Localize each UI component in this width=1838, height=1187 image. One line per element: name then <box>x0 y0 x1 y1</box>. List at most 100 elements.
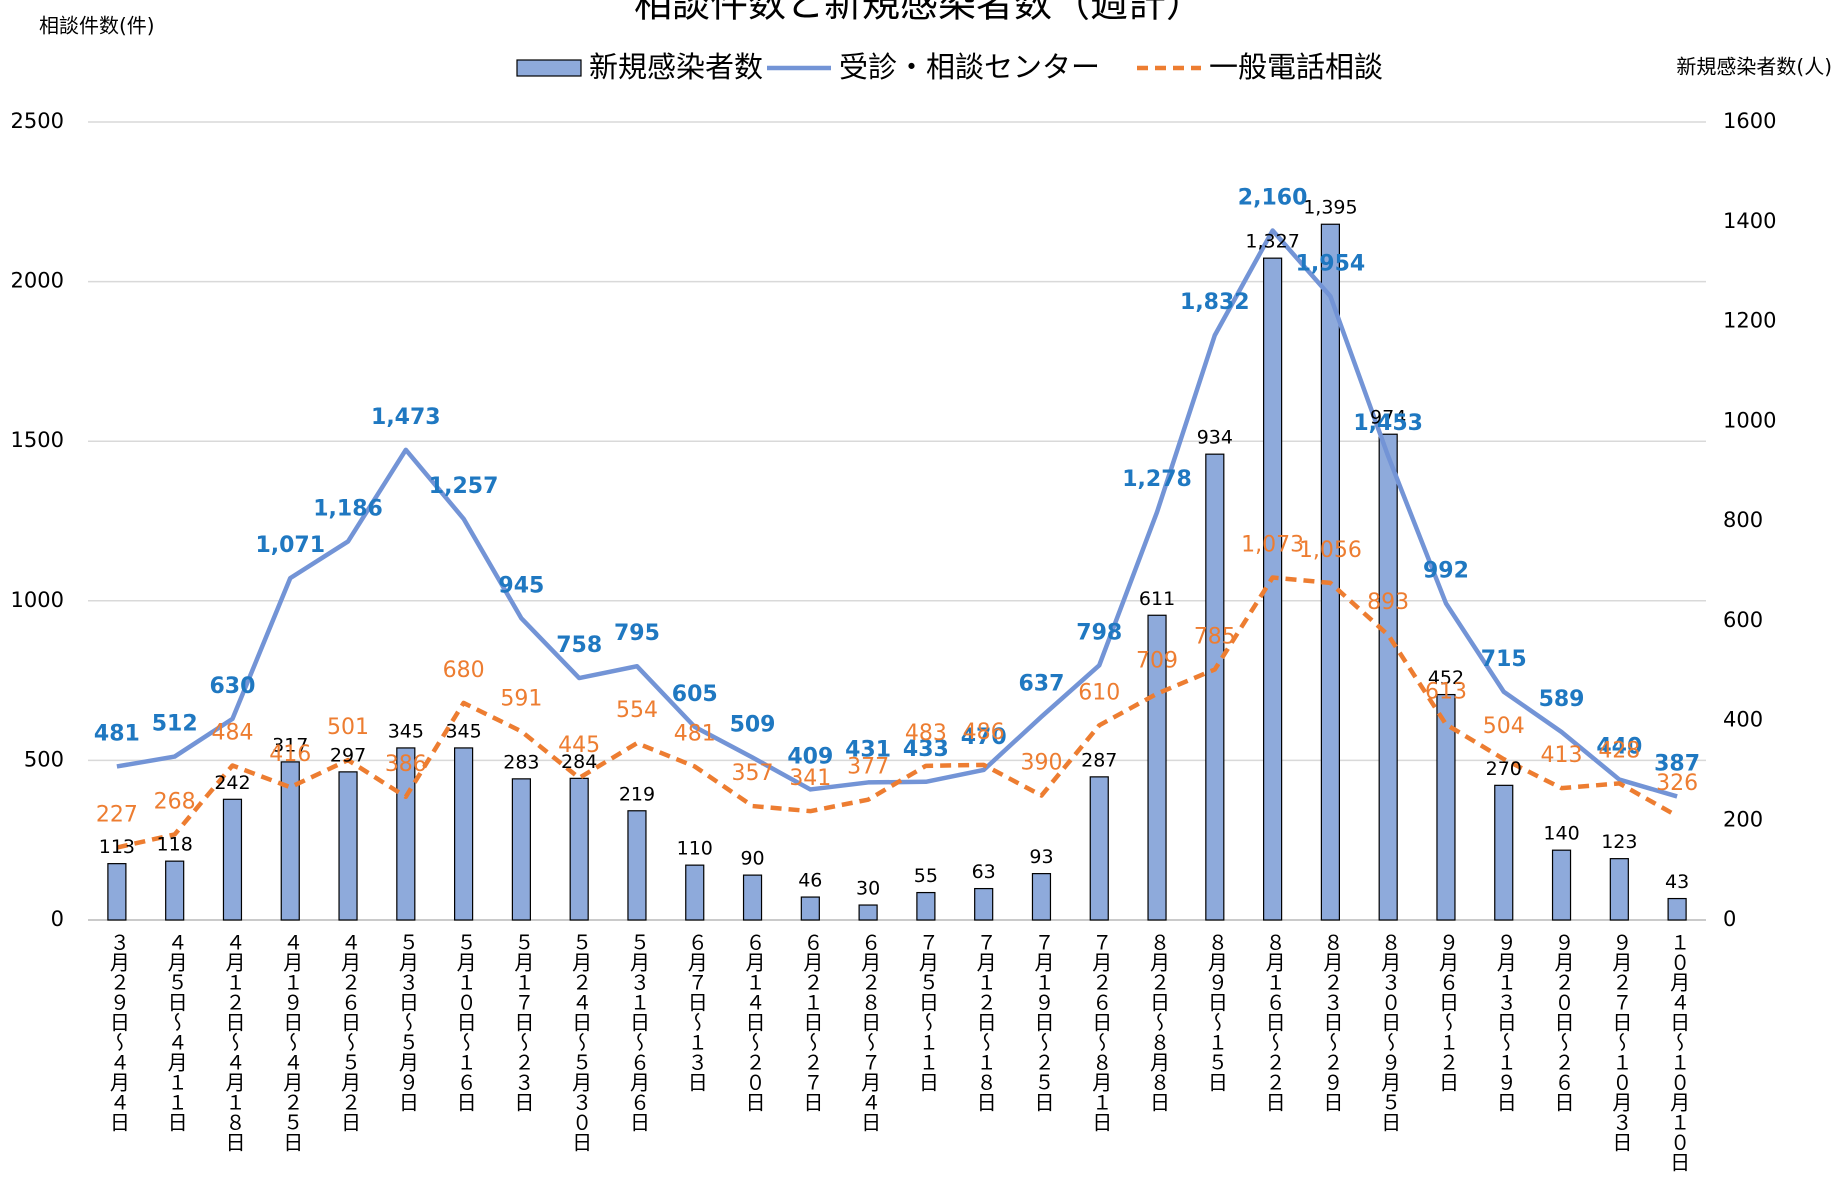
data-label: 512 <box>152 712 198 737</box>
data-label: 90 <box>740 848 764 870</box>
data-label: 123 <box>1601 831 1637 853</box>
y2-axis-label: 新規感染者数(人) <box>1676 55 1832 79</box>
data-label: 501 <box>327 715 369 740</box>
legend-swatch <box>516 59 582 77</box>
data-label: 452 <box>1428 667 1464 689</box>
x-tick-label: ５月１０日～１６日 <box>453 932 477 1112</box>
data-label: 1,453 <box>1353 411 1423 436</box>
x-tick-label: ３月２９日～４月４日 <box>106 932 130 1132</box>
bar <box>1031 873 1052 921</box>
data-label: 1,073 <box>1241 532 1304 557</box>
data-label: 945 <box>498 573 544 598</box>
data-label: 317 <box>272 734 308 756</box>
data-label: 227 <box>96 803 138 828</box>
data-label: 509 <box>730 713 776 738</box>
x-tick-label: ４月２６日～５月２日 <box>338 932 362 1132</box>
data-label: 63 <box>972 861 996 883</box>
data-label: 1,832 <box>1180 290 1250 315</box>
bar <box>280 761 300 921</box>
data-label: 268 <box>154 789 196 814</box>
data-label: 611 <box>1139 588 1175 610</box>
data-label: 630 <box>209 674 255 699</box>
x-tick-label: ６月２１日～２７日 <box>800 932 824 1112</box>
x-tick-label: ５月２４日～５月３０日 <box>569 932 593 1152</box>
bar <box>742 874 763 921</box>
data-label: 445 <box>558 733 600 758</box>
line <box>116 575 1679 850</box>
x-tick-label: ７月２６日～８月１日 <box>1089 932 1113 1132</box>
data-label: 637 <box>1018 672 1064 697</box>
x-tick-label: ５月３日～５月９日 <box>395 932 419 1112</box>
data-label: 709 <box>1136 649 1178 674</box>
y-tick-label: 500 <box>24 747 64 771</box>
data-label: 287 <box>1081 749 1117 771</box>
data-label: 433 <box>903 737 949 762</box>
data-label: 387 <box>1654 751 1700 776</box>
data-label: 390 <box>1020 751 1062 776</box>
data-label: 974 <box>1370 407 1406 429</box>
data-label: 110 <box>677 838 713 860</box>
x-tick-label: ８月１６日～２２日 <box>1262 932 1286 1112</box>
data-label: 1,954 <box>1296 251 1366 276</box>
x-tick-label: １０月４日～１０月１０日 <box>1667 932 1691 1172</box>
bar <box>685 864 705 921</box>
data-label: 140 <box>1543 823 1579 845</box>
data-label: 934 <box>1197 427 1233 449</box>
x-tick-label: ６月７日～１３日 <box>684 932 708 1092</box>
data-label: 893 <box>1367 590 1409 615</box>
bar <box>974 887 994 921</box>
y2-tick-label: 800 <box>1723 508 1763 532</box>
y2-tick-label: 1400 <box>1723 209 1776 233</box>
y-tick-label: 0 <box>51 907 64 931</box>
x-tick-label: ５月３１日～６月６日 <box>626 932 650 1132</box>
y2-tick-label: 600 <box>1723 608 1763 632</box>
y2-tick-label: 0 <box>1723 907 1736 931</box>
bar <box>916 891 936 921</box>
y-tick-label: 2000 <box>11 269 64 293</box>
bar <box>1378 433 1398 921</box>
x-tick-label: ８月３０日～９月５日 <box>1378 932 1402 1132</box>
legend: 新規感染者数 受診・相談センター 一般電話相談 <box>516 50 1383 84</box>
data-label: 1,056 <box>1299 538 1362 563</box>
data-label: 2,160 <box>1238 186 1308 211</box>
x-tick-label: ８月９日～１５日 <box>1204 932 1228 1092</box>
data-label: 554 <box>616 698 658 723</box>
bar <box>1320 223 1340 921</box>
y2-tick-label: 200 <box>1723 807 1763 831</box>
bar <box>800 896 820 921</box>
data-label: 386 <box>385 752 427 777</box>
data-label: 1,278 <box>1122 467 1192 492</box>
y2-tick-label: 400 <box>1723 708 1763 732</box>
bar <box>1551 849 1572 921</box>
data-label: 242 <box>214 772 250 794</box>
data-label: 341 <box>789 766 831 791</box>
data-label: 610 <box>1078 680 1120 705</box>
x-tick-label: ４月１９日～４月２５日 <box>280 932 304 1152</box>
data-label: 270 <box>1486 758 1522 780</box>
data-label: 43 <box>1665 871 1689 893</box>
data-label: 715 <box>1481 647 1527 672</box>
x-tick-label: ７月５日～１１日 <box>915 932 939 1092</box>
y2-tick-label: 1200 <box>1723 309 1776 333</box>
data-label: 481 <box>674 721 716 746</box>
data-label: 758 <box>556 633 602 658</box>
data-label: 440 <box>1596 735 1642 760</box>
data-label: 798 <box>1076 620 1122 645</box>
data-label: 1,327 <box>1245 231 1299 253</box>
data-label: 470 <box>961 725 1007 750</box>
x-tick-label: ８月２日～８月８日 <box>1147 932 1171 1112</box>
x-tick-label: ９月２０日～２６日 <box>1551 932 1575 1112</box>
data-label: 345 <box>445 720 481 742</box>
data-label: 431 <box>845 737 891 762</box>
x-tick-label: ５月１７日～２３日 <box>511 932 535 1112</box>
bar <box>858 904 878 921</box>
data-label: 283 <box>503 751 539 773</box>
data-label: 345 <box>388 720 424 742</box>
data-label: 504 <box>1483 714 1525 739</box>
data-label: 1,473 <box>371 405 441 430</box>
data-label: 589 <box>1539 687 1585 712</box>
data-label: 377 <box>847 755 889 780</box>
y2-tick-label: 1000 <box>1723 408 1776 432</box>
bar <box>1609 858 1629 921</box>
data-label: 486 <box>963 720 1005 745</box>
